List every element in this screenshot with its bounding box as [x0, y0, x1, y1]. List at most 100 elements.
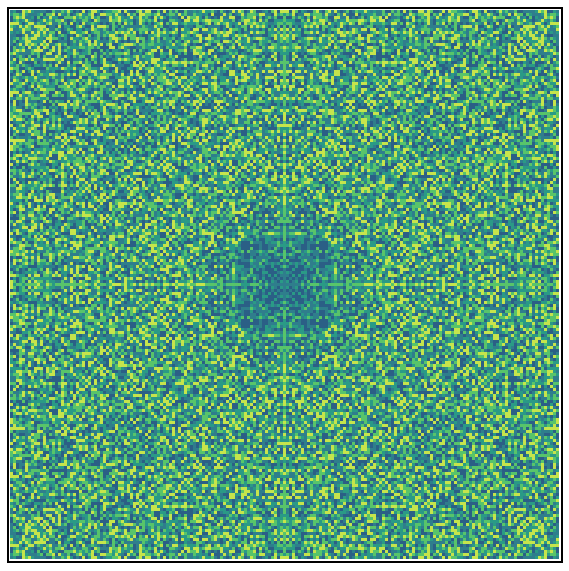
- pixel-run: [118, 13, 121, 16]
- pixel-run: [379, 28, 385, 31]
- pixel-run: [277, 40, 280, 43]
- pixel-run: [136, 40, 139, 43]
- pixel-run: [307, 16, 310, 19]
- pixel-run: [520, 28, 523, 31]
- pixel-run: [469, 22, 472, 25]
- pixel-run: [214, 49, 217, 52]
- pixel-run: [22, 13, 25, 16]
- pixel-run: [271, 37, 274, 40]
- pixel-run: [289, 40, 292, 43]
- pixel-run: [532, 16, 535, 19]
- pixel-run: [337, 25, 340, 28]
- pixel-run: [82, 10, 85, 13]
- pixel-run: [106, 49, 109, 52]
- pixel-run: [343, 13, 346, 16]
- pixel-run: [217, 28, 220, 31]
- pixel-run: [37, 19, 40, 22]
- pixel-run: [298, 34, 301, 37]
- pixel-run: [82, 43, 85, 46]
- pixel-run: [433, 46, 439, 49]
- pixel-run: [235, 25, 238, 28]
- pixel-run: [334, 37, 337, 40]
- pixel-run: [118, 31, 121, 34]
- pixel-run: [517, 34, 520, 37]
- pixel-run: [436, 22, 439, 25]
- pixel-run: [415, 31, 418, 34]
- pixel-run: [274, 49, 283, 52]
- pixel-run: [295, 22, 301, 25]
- pixel-run: [130, 40, 136, 43]
- pixel-run: [142, 40, 145, 43]
- pixel-run: [313, 19, 316, 22]
- pixel-run: [238, 19, 241, 22]
- pixel-run: [238, 34, 244, 37]
- pixel-run: [382, 34, 385, 37]
- pixel-run: [244, 46, 247, 49]
- pixel-run: [358, 55, 361, 58]
- pixel-run: [364, 13, 367, 16]
- pixel-run: [82, 37, 85, 40]
- pixel-run: [187, 31, 190, 34]
- pixel-run: [490, 10, 493, 13]
- pixel-run: [46, 43, 49, 46]
- pixel-run: [424, 43, 430, 46]
- pixel-run: [349, 46, 352, 49]
- pixel-run: [247, 25, 250, 28]
- pixel-run: [511, 46, 514, 49]
- pixel-run: [256, 46, 259, 49]
- pixel-run: [508, 52, 511, 55]
- pixel-run: [409, 37, 412, 40]
- pixel-run: [385, 37, 388, 40]
- pixel-run: [439, 10, 442, 13]
- pixel-run: [301, 40, 307, 43]
- pixel-run: [289, 52, 292, 55]
- pixel-run: [34, 31, 37, 34]
- pixel-run: [394, 25, 400, 28]
- pixel-run: [457, 52, 460, 55]
- pixel-run: [313, 43, 316, 46]
- pixel-run: [526, 49, 535, 52]
- pixel-run: [43, 13, 46, 16]
- pixel-run: [295, 46, 301, 49]
- pixel-run: [457, 55, 460, 58]
- pixel-run: [229, 19, 232, 22]
- pixel-run: [304, 13, 310, 16]
- pixel-run: [436, 19, 442, 22]
- pixel-run: [391, 46, 400, 49]
- pixel-run: [184, 22, 187, 25]
- pixel-run: [328, 10, 331, 13]
- pixel-run: [361, 40, 364, 43]
- pixel-run: [61, 31, 67, 34]
- pixel-run: [16, 40, 19, 43]
- pixel-run: [334, 16, 340, 19]
- pixel-run: [262, 34, 268, 37]
- pixel-run: [346, 19, 349, 22]
- pixel-run: [145, 49, 148, 52]
- pixel-run: [82, 31, 85, 34]
- pixel-run: [115, 25, 118, 28]
- pixel-run: [232, 19, 235, 22]
- pixel-run: [427, 19, 430, 22]
- pixel-run: [184, 43, 187, 46]
- pixel-run: [124, 40, 127, 43]
- pixel-run: [418, 28, 421, 31]
- pixel-run: [76, 25, 79, 28]
- pixel-run: [478, 10, 481, 13]
- pixel-run: [376, 43, 379, 46]
- pixel-run: [439, 28, 442, 31]
- pixel-run: [232, 28, 238, 31]
- pixel-run: [391, 25, 394, 28]
- pixel-run: [508, 49, 511, 52]
- pixel-run: [130, 13, 133, 16]
- pixel-run: [463, 28, 466, 31]
- pixel-run: [73, 34, 76, 37]
- pixel-run: [550, 16, 553, 19]
- pixel-run: [307, 25, 310, 28]
- pixel-run: [40, 52, 43, 55]
- pixel-run: [487, 10, 490, 13]
- pixel-run: [169, 49, 172, 52]
- pixel-run: [274, 19, 283, 22]
- pixel-run: [49, 25, 55, 28]
- pixel-run: [73, 55, 76, 58]
- pixel-run: [88, 22, 91, 25]
